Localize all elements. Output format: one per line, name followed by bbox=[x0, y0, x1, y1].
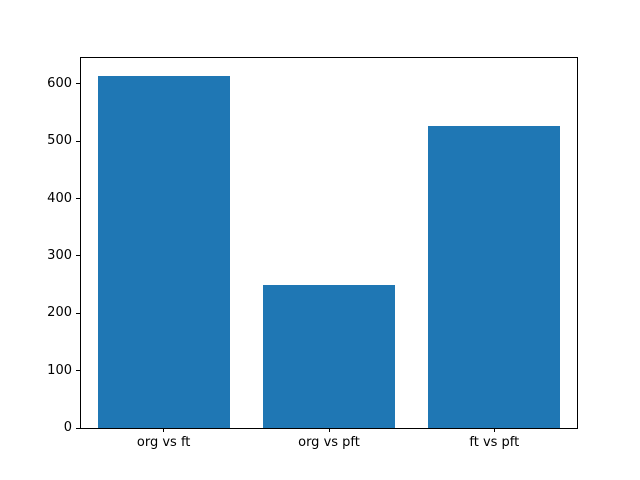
y-tick-mark bbox=[76, 427, 80, 429]
bar bbox=[262, 285, 396, 428]
y-tick-label: 100 bbox=[47, 362, 72, 378]
bar bbox=[428, 125, 561, 428]
x-tick-label: org vs pft bbox=[298, 435, 360, 450]
x-tick-mark bbox=[493, 428, 495, 432]
y-tick-label: 400 bbox=[47, 190, 72, 206]
bar bbox=[97, 76, 230, 428]
x-tick-mark bbox=[328, 428, 330, 432]
y-tick-mark bbox=[76, 255, 80, 257]
y-tick-label: 500 bbox=[47, 133, 72, 149]
y-tick-mark bbox=[76, 140, 80, 142]
y-tick-mark bbox=[76, 312, 80, 314]
y-tick-label: 300 bbox=[47, 247, 72, 263]
x-tick-mark bbox=[163, 428, 165, 432]
y-tick-mark bbox=[76, 198, 80, 200]
y-tick-mark bbox=[76, 370, 80, 372]
axes-plot-area: 0 100 200 300 400 500 600 org vs ft org vs pft ft… bbox=[47, 57, 578, 450]
y-tick-mark bbox=[76, 83, 80, 85]
x-tick-label: ft vs pft bbox=[469, 435, 520, 450]
y-tick-label: 200 bbox=[47, 305, 72, 321]
x-tick-label: org vs ft bbox=[136, 435, 191, 450]
y-tick-label: 600 bbox=[47, 75, 72, 91]
y-tick-label: 0 bbox=[63, 420, 72, 435]
